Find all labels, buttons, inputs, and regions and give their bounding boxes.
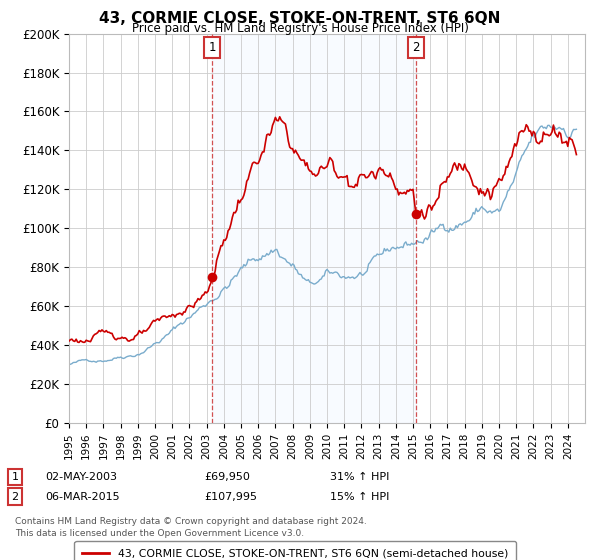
Text: £69,950: £69,950 bbox=[204, 472, 250, 482]
Text: 1: 1 bbox=[209, 41, 216, 54]
Text: 02-MAY-2003: 02-MAY-2003 bbox=[45, 472, 117, 482]
Text: Contains HM Land Registry data © Crown copyright and database right 2024.: Contains HM Land Registry data © Crown c… bbox=[15, 517, 367, 526]
Text: 1: 1 bbox=[11, 472, 19, 482]
Text: 15% ↑ HPI: 15% ↑ HPI bbox=[330, 492, 389, 502]
Text: Price paid vs. HM Land Registry's House Price Index (HPI): Price paid vs. HM Land Registry's House … bbox=[131, 22, 469, 35]
Text: £107,995: £107,995 bbox=[204, 492, 257, 502]
Legend: 43, CORMIE CLOSE, STOKE-ON-TRENT, ST6 6QN (semi-detached house), HPI: Average pr: 43, CORMIE CLOSE, STOKE-ON-TRENT, ST6 6Q… bbox=[74, 541, 516, 560]
Text: 2: 2 bbox=[412, 41, 419, 54]
Text: 06-MAR-2015: 06-MAR-2015 bbox=[45, 492, 119, 502]
Bar bbox=[212, 34, 416, 423]
Text: 31% ↑ HPI: 31% ↑ HPI bbox=[330, 472, 389, 482]
Text: 43, CORMIE CLOSE, STOKE-ON-TRENT, ST6 6QN: 43, CORMIE CLOSE, STOKE-ON-TRENT, ST6 6Q… bbox=[100, 11, 500, 26]
Text: 2: 2 bbox=[11, 492, 19, 502]
Text: This data is licensed under the Open Government Licence v3.0.: This data is licensed under the Open Gov… bbox=[15, 529, 304, 538]
